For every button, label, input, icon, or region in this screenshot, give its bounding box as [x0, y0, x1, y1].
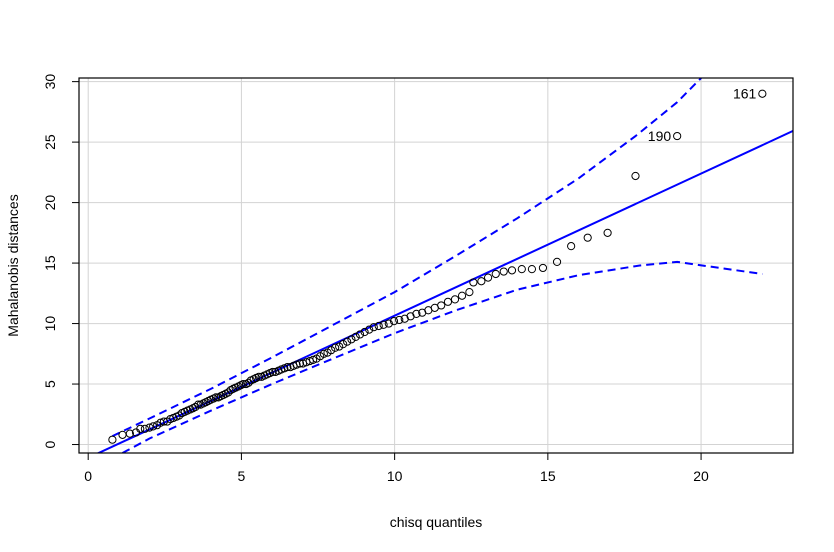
y-tick-label: 0	[42, 440, 58, 448]
y-tick-label: 30	[42, 74, 58, 90]
data-point	[268, 367, 277, 377]
data-point	[343, 337, 352, 346]
data-point	[465, 288, 474, 297]
y-axis: 0 5 10 15 20 25 30	[42, 74, 79, 448]
data-point	[145, 423, 154, 432]
data-point	[239, 379, 248, 389]
x-tick-label: 20	[693, 468, 709, 484]
data-point	[389, 317, 399, 326]
data-point	[538, 263, 548, 273]
data-point	[673, 131, 682, 141]
data-point	[527, 265, 537, 274]
data-point	[412, 309, 421, 318]
data-point	[339, 340, 348, 349]
reference-lines	[96, 78, 793, 453]
data-point	[631, 171, 640, 181]
x-tick-label: 15	[540, 468, 556, 484]
y-tick-label: 10	[42, 316, 58, 332]
data-point	[175, 411, 184, 420]
y-axis-title: Mahalanobis distances	[5, 194, 21, 336]
data-point	[583, 233, 592, 242]
y-tick-label: 5	[42, 380, 58, 388]
data-point	[194, 400, 203, 409]
data-point	[499, 267, 508, 276]
outlier-label: 190	[648, 128, 672, 144]
data-point	[292, 360, 301, 369]
grid-lines	[79, 78, 793, 453]
data-point	[400, 314, 409, 323]
x-tick-label: 0	[84, 468, 92, 484]
data-point	[483, 273, 493, 282]
data-point	[603, 228, 612, 237]
data-point	[319, 349, 328, 358]
data-point	[374, 321, 383, 331]
data-point	[335, 342, 344, 351]
data-point	[118, 430, 127, 439]
data-point	[309, 355, 318, 364]
data-point	[384, 319, 393, 328]
data-point	[355, 330, 365, 339]
data-point	[295, 359, 305, 368]
data-point	[437, 301, 446, 310]
data-point	[351, 332, 360, 341]
y-tick-label: 20	[42, 195, 58, 211]
data-point	[379, 320, 388, 329]
data-point	[477, 277, 486, 286]
data-point	[108, 435, 117, 444]
data-point	[360, 327, 369, 337]
data-point	[149, 422, 158, 431]
upper-confidence-envelope	[111, 78, 702, 438]
data-point	[758, 89, 767, 98]
data-point	[191, 402, 200, 412]
data-point	[254, 372, 263, 381]
x-axis-title: chisq quantiles	[390, 514, 483, 530]
data-point	[331, 343, 340, 352]
point-labels: 190 161	[648, 86, 757, 144]
data-point	[457, 291, 467, 300]
data-point	[450, 295, 460, 304]
data-point	[211, 393, 221, 402]
data-point	[283, 363, 292, 372]
data-point	[365, 325, 374, 334]
data-point	[552, 257, 562, 266]
data-points	[108, 89, 767, 444]
data-point	[140, 424, 149, 433]
data-point	[136, 424, 145, 433]
data-point	[327, 346, 336, 355]
data-point	[406, 312, 415, 321]
data-point	[491, 269, 500, 279]
data-point	[347, 335, 356, 344]
data-point	[125, 429, 134, 438]
x-axis: 0 5 10 15 20	[84, 452, 709, 484]
data-point	[469, 278, 478, 287]
outlier-label: 161	[733, 86, 757, 102]
lower-confidence-envelope	[122, 260, 763, 453]
data-point	[507, 266, 517, 275]
data-point	[517, 265, 526, 274]
data-point	[369, 323, 378, 332]
x-tick-label: 5	[238, 468, 246, 484]
data-point	[567, 242, 576, 251]
y-tick-label: 15	[42, 255, 58, 271]
reference-line	[96, 130, 793, 453]
y-tick-label: 25	[42, 134, 58, 150]
x-tick-label: 10	[387, 468, 403, 484]
data-point	[443, 297, 453, 306]
plot-frame	[78, 77, 794, 454]
data-point	[395, 315, 404, 325]
